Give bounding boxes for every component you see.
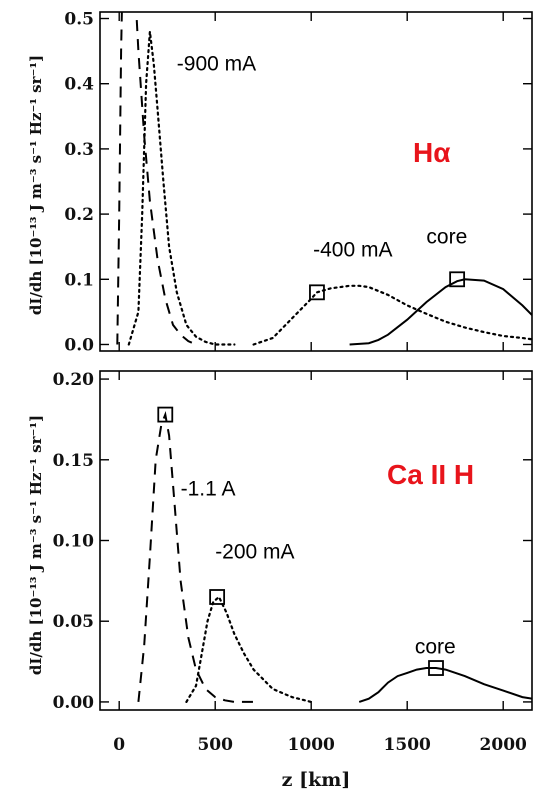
halpha-y-tick-label: 0.0 bbox=[64, 335, 94, 355]
caiih-y-tick-label: 0.00 bbox=[53, 693, 95, 713]
halpha-panel: Hα dI/dh [10⁻¹³ J m⁻³ s⁻¹ Hz⁻¹ sr⁻¹] 0.0… bbox=[27, 10, 533, 355]
halpha-series-3-square-marker bbox=[309, 284, 325, 301]
halpha-series-4-solid-line bbox=[349, 278, 532, 346]
caiih-annotation-1: -1.1 A bbox=[181, 477, 236, 500]
x-axis-label: z [km] bbox=[282, 769, 351, 791]
halpha-annotation-1: -900 mA bbox=[177, 53, 256, 76]
x-tick-label: 500 bbox=[197, 735, 233, 755]
halpha-annotation-2: -400 mA bbox=[313, 238, 392, 261]
caiih-annotation-2: -200 mA bbox=[215, 540, 294, 563]
caiih-panel: Ca II H dI/dh [10⁻¹³ J m⁻³ s⁻¹ Hz⁻¹ sr⁻¹… bbox=[27, 370, 533, 713]
caiih-series-2-dotted-line bbox=[185, 595, 313, 703]
halpha-panel-title: Hα bbox=[413, 137, 450, 168]
halpha-series-4-square-marker bbox=[449, 271, 466, 288]
caiih-y-tick-label: 0.20 bbox=[53, 370, 95, 390]
x-tick-label: 1000 bbox=[288, 735, 335, 755]
caiih-y-tick-label: 0.05 bbox=[53, 612, 94, 632]
caiih-series-2-square-marker bbox=[209, 589, 226, 605]
halpha-series-2-dotted-line bbox=[127, 31, 236, 346]
caiih-series-1-square-marker bbox=[157, 406, 174, 423]
caiih-series-1-dashed-line bbox=[137, 411, 254, 703]
caiih-y-tick-label: 0.15 bbox=[53, 451, 94, 471]
caiih-series-3-square-marker bbox=[428, 660, 444, 676]
halpha-y-tick-label: 0.1 bbox=[64, 270, 94, 290]
halpha-y-tick-label: 0.3 bbox=[64, 140, 94, 160]
halpha-y-tick-label: 0.5 bbox=[64, 10, 94, 30]
halpha-series-1-dashed-line bbox=[116, 12, 197, 346]
x-tick-label: 1500 bbox=[384, 735, 431, 755]
halpha-annotation-3: core bbox=[426, 225, 467, 248]
halpha-y-tick-label: 0.4 bbox=[64, 75, 94, 95]
halpha-y-tick-label: 0.2 bbox=[64, 205, 94, 225]
x-tick-label: 2000 bbox=[480, 735, 527, 755]
x-axis: 0 500 1000 1500 2000 bbox=[113, 735, 527, 755]
halpha-y-axis-label: dI/dh [10⁻¹³ J m⁻³ s⁻¹ Hz⁻¹ sr⁻¹] bbox=[27, 55, 45, 315]
caiih-y-tick-label: 0.10 bbox=[53, 532, 95, 552]
x-tick-label: 0 bbox=[113, 735, 125, 755]
caiih-annotation-3: core bbox=[415, 636, 456, 659]
halpha-plot-frame bbox=[99, 11, 533, 352]
caiih-y-axis-label: dI/dh [10⁻¹³ J m⁻³ s⁻¹ Hz⁻¹ sr⁻¹] bbox=[27, 415, 45, 675]
caiih-series-3-solid-line bbox=[358, 667, 532, 703]
halpha-series-3-dotted-line bbox=[252, 284, 532, 346]
caiih-panel-title: Ca II H bbox=[387, 459, 474, 490]
